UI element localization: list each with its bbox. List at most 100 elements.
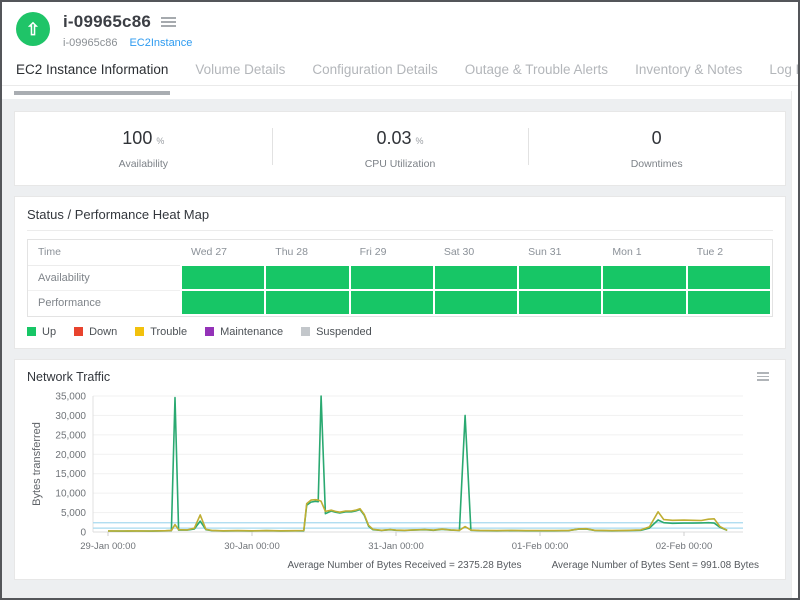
heatmap-row-availability: Availability <box>28 264 773 291</box>
legend-swatch <box>301 327 311 336</box>
stat-number: 100 <box>122 128 153 148</box>
heatmap-legend: Up Down Trouble Maintenance Suspended <box>27 326 773 338</box>
heatmap-cell[interactable] <box>432 289 520 316</box>
series-bytes-received <box>107 394 728 532</box>
page-title: i-09965c86 <box>63 12 152 31</box>
x-axis-tick-label: 29-Jan 00:00 <box>80 541 135 552</box>
heatmap-row-label: Availability <box>28 264 181 290</box>
heatmap-cell[interactable] <box>432 264 520 291</box>
stat-value: 0.03% <box>272 128 529 149</box>
tab-bar: EC2 Instance Information Volume Details Co… <box>2 55 798 95</box>
heatmap-cell[interactable] <box>264 264 351 291</box>
heatmap-cell[interactable] <box>179 264 267 291</box>
tab-log-report[interactable]: Log Report <box>769 62 798 77</box>
stat-value: 100% <box>15 128 272 149</box>
legend-label: Suspended <box>316 325 372 338</box>
x-axis-tick-label: 31-Jan 00:00 <box>368 541 423 552</box>
tab-outage-trouble-alerts[interactable]: Outage & Trouble Alerts <box>464 62 609 77</box>
heatmap-cell[interactable] <box>264 289 351 316</box>
chart-averages-row: Average Number of Bytes Received = 2375.… <box>27 560 773 571</box>
heatmap-title: Status / Performance Heat Map <box>27 207 773 231</box>
avg-bytes-received-text: Average Number of Bytes Received = 2375.… <box>287 559 522 571</box>
x-axis-tick-label: 01-Feb 00:00 <box>512 541 569 552</box>
heatmap-cell[interactable] <box>517 264 604 291</box>
monitor-name: i-09965c86 <box>63 37 118 49</box>
stat-number: 0 <box>651 128 662 148</box>
stat-downtimes: 0 Downtimes <box>528 125 785 172</box>
legend-label: Down <box>89 325 118 338</box>
tab-volume-details[interactable]: Volume Details <box>195 62 286 77</box>
x-axis-tick-label: 02-Feb 00:00 <box>656 541 713 552</box>
summary-stats-card: 100% Availability 0.03% CPU Utilization 0 Dow… <box>14 111 786 186</box>
header-text: i-09965c86 i-09965c86 EC2Instance <box>63 12 192 49</box>
heatmap-cell[interactable] <box>685 289 773 316</box>
network-traffic-chart[interactable]: 0 5,000 10,000 15,000 20,000 25,000 30,000 35,0… <box>27 386 769 558</box>
tab-inventory-notes[interactable]: Inventory & Notes <box>635 62 743 77</box>
y-axis-title: Bytes transferred <box>31 422 43 506</box>
legend-label: Up <box>42 325 57 338</box>
legend-swatch <box>27 327 36 336</box>
chart-options-menu-icon[interactable] <box>757 372 769 381</box>
heatmap-cell[interactable] <box>601 289 688 316</box>
heatmap-cell[interactable] <box>601 264 688 291</box>
legend-label: Trouble <box>150 325 188 338</box>
y-axis-tick-label: 0 <box>80 527 86 538</box>
content-area: 100% Availability 0.03% CPU Utilization 0 Dow… <box>2 99 798 580</box>
heatmap-col-header: Wed 27 <box>181 240 266 266</box>
heatmap-cell[interactable] <box>517 289 604 316</box>
legend-item-suspended: Suspended <box>301 326 372 338</box>
y-axis-tick-label: 35,000 <box>55 391 86 402</box>
legend-item-maintenance: Maintenance <box>205 326 283 338</box>
heatmap-card: Status / Performance Heat Map Time Wed 27… <box>14 196 786 349</box>
tab-ec2-instance-information[interactable]: EC2 Instance Information <box>13 55 171 95</box>
tab-configuration-details[interactable]: Configuration Details <box>312 62 438 77</box>
monitor-header: ⇧ i-09965c86 i-09965c86 EC2Instance <box>2 2 798 55</box>
heatmap-col-header: Thu 28 <box>265 240 350 266</box>
legend-item-up: Up <box>27 326 56 338</box>
y-axis-tick-label: 5,000 <box>61 508 86 519</box>
legend-swatch <box>135 327 145 336</box>
instance-status-up-icon: ⇧ <box>16 12 50 46</box>
scrollbar-track[interactable] <box>791 91 798 598</box>
y-axis-tick-label: 20,000 <box>55 449 86 460</box>
heatmap-cell[interactable] <box>179 289 267 316</box>
stat-value: 0 <box>528 128 785 149</box>
y-axis-tick-label: 10,000 <box>55 488 86 499</box>
stat-unit: % <box>415 136 424 146</box>
monitor-actions-menu-icon[interactable] <box>161 16 177 28</box>
x-axis-tick-label: 30-Jan 00:00 <box>224 541 279 552</box>
heatmap-row-performance: Performance <box>28 289 773 316</box>
legend-swatch <box>205 327 215 336</box>
legend-item-down: Down <box>74 326 117 338</box>
network-traffic-title: Network Traffic <box>27 369 111 384</box>
y-axis-tick-label: 30,000 <box>55 410 86 421</box>
legend-item-trouble: Trouble <box>135 326 187 338</box>
heatmap-col-header: Fri 29 <box>349 240 434 266</box>
heatmap-cell[interactable] <box>685 264 773 291</box>
stat-unit: % <box>156 136 165 146</box>
heatmap-col-header: Tue 2 <box>686 240 771 266</box>
heatmap-cell[interactable] <box>348 289 435 316</box>
y-axis-tick-label: 25,000 <box>55 430 86 441</box>
series-bytes-sent <box>107 498 728 532</box>
avg-bytes-sent-text: Average Number of Bytes Sent = 991.08 By… <box>551 559 759 571</box>
tab-underlay <box>2 86 798 99</box>
y-axis-tick-label: 15,000 <box>55 469 86 480</box>
stat-availability: 100% Availability <box>15 125 272 172</box>
stat-cpu-utilization: 0.03% CPU Utilization <box>271 125 529 172</box>
heatmap-cell[interactable] <box>348 264 435 291</box>
heatmap-col-header: Sat 30 <box>433 240 519 266</box>
stat-label: CPU Utilization <box>364 158 436 170</box>
legend-swatch <box>74 327 84 336</box>
heatmap-col-header: Time <box>28 240 181 266</box>
stat-number: 0.03 <box>376 128 412 148</box>
heatmap-col-header: Mon 1 <box>602 240 687 266</box>
heatmap-col-header: Sun 31 <box>518 240 603 266</box>
heatmap-row-label: Performance <box>28 289 181 315</box>
legend-label: Maintenance <box>220 325 284 338</box>
monitor-type-link[interactable]: EC2Instance <box>129 37 193 49</box>
network-traffic-card: Network Traffic 0 5,000 10,000 15,000 20,000… <box>14 358 786 580</box>
stat-label: Downtimes <box>630 158 683 170</box>
